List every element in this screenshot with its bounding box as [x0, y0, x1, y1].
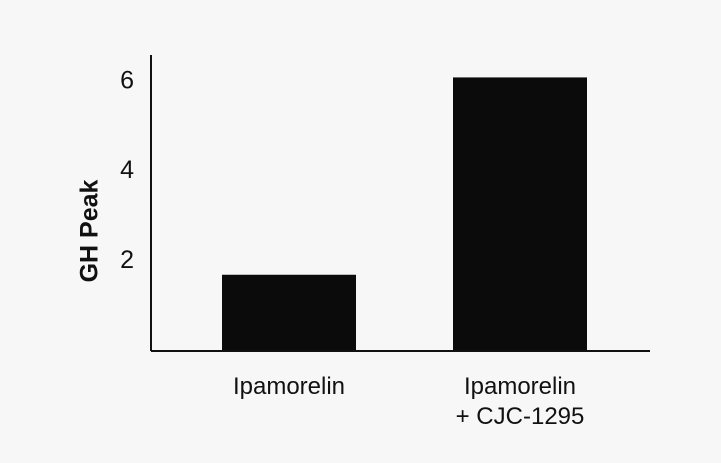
y-tick-labels: 2 4 6 — [120, 67, 134, 274]
x-category-label-1-line-1: Ipamorelin — [233, 373, 345, 400]
axes-group — [150, 55, 650, 352]
y-tick-label-2: 4 — [120, 156, 134, 184]
y-tick-label-1: 2 — [120, 246, 134, 274]
x-category-label-2-line-2: + CJC-1295 — [456, 403, 585, 430]
bar-2 — [453, 77, 587, 351]
x-category-labels: Ipamorelin Ipamorelin + CJC-1295 — [233, 373, 584, 430]
bar-1 — [222, 274, 356, 351]
x-category-label-2-line-1: Ipamorelin — [464, 373, 576, 400]
bars-group — [222, 77, 587, 351]
y-tick-label-3: 6 — [120, 67, 134, 95]
y-axis-title: GH Peak — [76, 179, 104, 282]
